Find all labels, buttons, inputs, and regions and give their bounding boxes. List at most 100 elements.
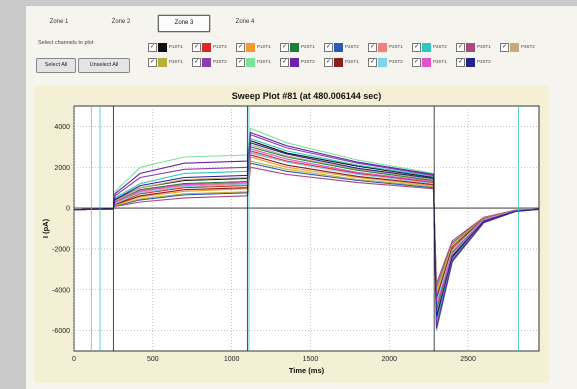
channel-color-swatch: [158, 43, 167, 52]
series-line: [73, 142, 540, 317]
channel-label: P3ST1: [169, 59, 183, 64]
channel-label: P2ST1: [389, 44, 403, 49]
channel-color-swatch: [334, 58, 343, 67]
channel-checkbox[interactable]: ✓: [412, 43, 421, 52]
channel-checkbox[interactable]: ✓: [192, 58, 201, 67]
select-channels-label: Select channels to plot: [38, 40, 94, 46]
channel-checkbox[interactable]: ✓: [500, 43, 509, 52]
channel-color-swatch: [422, 58, 431, 67]
channel-color-swatch: [246, 58, 255, 67]
channel-label: P2ST1: [301, 44, 315, 49]
channel-label: P3ST1: [477, 44, 491, 49]
sweep-plot-chart: 0 500 1000 1500 2000 2500 4000 2000 0 -2000 -4000 -…: [41, 91, 540, 375]
channel-item[interactable]: ✓ P3ST1: [412, 58, 455, 67]
channel-item[interactable]: ✓ P3ST1: [324, 58, 367, 67]
tab-zone-3[interactable]: Zone 3: [158, 15, 210, 32]
series-line: [73, 148, 540, 307]
channel-color-swatch: [290, 43, 299, 52]
channel-label: P3ST2: [389, 59, 403, 64]
channel-color-swatch: [202, 58, 211, 67]
tab-zone-1[interactable]: Zone 1: [49, 19, 69, 25]
channel-item[interactable]: ✓ P3ST2: [192, 58, 235, 67]
y-tick-label: 4000: [54, 124, 70, 131]
channel-item[interactable]: ✓ P1ST1: [148, 43, 191, 52]
unselect-all-button[interactable]: Unselect All: [78, 58, 130, 73]
y-tick-label: -4000: [52, 287, 70, 294]
x-tick-label: 0: [72, 356, 76, 363]
x-tick-label: 1000: [224, 356, 240, 363]
channel-color-swatch: [158, 58, 167, 67]
channel-checkbox[interactable]: ✓: [280, 43, 289, 52]
channel-item[interactable]: ✓ P3ST2: [280, 58, 323, 67]
channel-checkbox[interactable]: ✓: [456, 58, 465, 67]
series-line: [73, 160, 540, 290]
channel-label: P3ST1: [257, 59, 271, 64]
y-axis-label: I (pA): [41, 218, 50, 238]
channel-label: P3ST2: [521, 44, 535, 49]
y-tick-label: -6000: [52, 328, 70, 335]
channel-item[interactable]: ✓ P2ST1: [280, 43, 323, 52]
channel-label: P3ST2: [301, 59, 315, 64]
channel-label: P2ST2: [433, 44, 447, 49]
channel-label: P1ST1: [169, 44, 183, 49]
channel-checkbox[interactable]: ✓: [280, 58, 289, 67]
channel-checkbox[interactable]: ✓: [368, 43, 377, 52]
channel-item[interactable]: ✓ P3ST1: [456, 43, 499, 52]
x-tick-label: 2500: [460, 356, 476, 363]
channel-checkbox[interactable]: ✓: [148, 43, 157, 52]
tab-zone-2[interactable]: Zone 2: [111, 19, 131, 25]
channel-checkbox[interactable]: ✓: [456, 43, 465, 52]
channel-checkbox[interactable]: ✓: [324, 58, 333, 67]
channel-checkbox[interactable]: ✓: [192, 43, 201, 52]
channel-color-swatch: [422, 43, 431, 52]
y-tick-label: -2000: [52, 246, 70, 253]
channel-label: P3ST2: [213, 59, 227, 64]
series-line: [73, 131, 540, 329]
channel-label: P1ST1: [257, 44, 271, 49]
channel-item[interactable]: ✓ P3ST2: [368, 58, 411, 67]
channel-checkbox[interactable]: ✓: [148, 58, 157, 67]
sweep-plot-panel: 0 500 1000 1500 2000 2500 4000 2000 0 -2000 -4000 -…: [34, 86, 549, 383]
y-tick-label: 0: [66, 206, 70, 213]
channel-checkbox[interactable]: ✓: [236, 43, 245, 52]
channel-color-swatch: [246, 43, 255, 52]
channel-color-swatch: [466, 43, 475, 52]
channel-item[interactable]: ✓ P3ST1: [236, 58, 279, 67]
x-tick-label: 2000: [381, 356, 397, 363]
x-axis-label: Time (ms): [289, 366, 325, 375]
channel-label: P3ST2: [477, 59, 491, 64]
channel-item[interactable]: ✓ P3ST2: [500, 43, 543, 52]
channel-color-swatch: [334, 43, 343, 52]
channel-item[interactable]: ✓ P2ST2: [412, 43, 455, 52]
channel-color-swatch: [202, 43, 211, 52]
channel-color-swatch: [378, 58, 387, 67]
channel-color-swatch: [378, 43, 387, 52]
channel-label: P1ST2: [213, 44, 227, 49]
channel-item[interactable]: ✓ P2ST1: [368, 43, 411, 52]
channel-item[interactable]: ✓ P2ST2: [324, 43, 367, 52]
plot-area: [73, 105, 540, 352]
channel-label: P3ST1: [433, 59, 447, 64]
channel-label: P2ST2: [345, 44, 359, 49]
channel-color-swatch: [510, 43, 519, 52]
channel-item[interactable]: ✓ P1ST2: [192, 43, 235, 52]
channel-checkbox[interactable]: ✓: [368, 58, 377, 67]
channel-checkbox[interactable]: ✓: [236, 58, 245, 67]
channel-checkbox[interactable]: ✓: [412, 58, 421, 67]
channel-item[interactable]: ✓ P1ST1: [236, 43, 279, 52]
select-all-button[interactable]: Select All: [36, 58, 76, 73]
series-line: [73, 151, 540, 303]
y-tick-label: 2000: [54, 165, 70, 172]
channel-color-swatch: [466, 58, 475, 67]
x-tick-label: 500: [147, 356, 159, 363]
series-line: [73, 154, 540, 299]
tab-zone-4[interactable]: Zone 4: [235, 19, 255, 25]
channel-checkbox[interactable]: ✓: [324, 43, 333, 52]
channel-item[interactable]: ✓ P3ST2: [456, 58, 499, 67]
x-tick-label: 1500: [303, 356, 319, 363]
chart-title: Sweep Plot #81 (at 480.006144 sec): [232, 91, 382, 101]
channel-item[interactable]: ✓ P3ST1: [148, 58, 191, 67]
series-line: [73, 166, 540, 284]
channel-color-swatch: [290, 58, 299, 67]
channel-label: P3ST1: [345, 59, 359, 64]
